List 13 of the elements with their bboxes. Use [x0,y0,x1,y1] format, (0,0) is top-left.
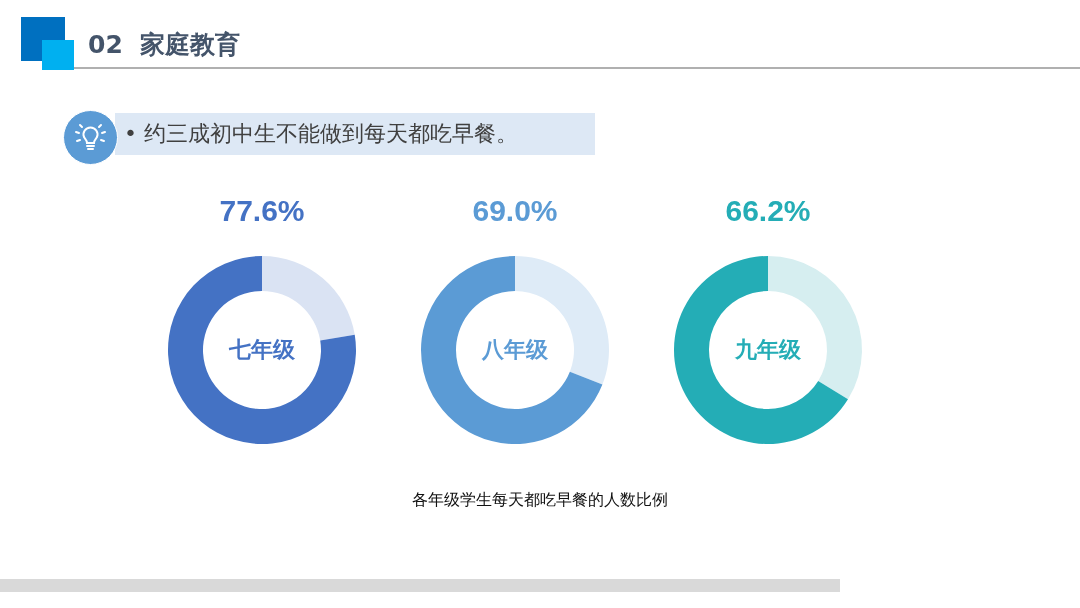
text: 各年级学生每天都吃早餐的人数比例 [411,490,669,511]
text: 02 家庭教育 [88,29,241,61]
donut-slice [262,256,355,341]
text: 七年级 [228,337,296,362]
donut-slice [674,256,848,444]
data-label: 69.0% [472,194,558,227]
donut-slice [168,256,356,444]
data-label: 66.2% [725,194,811,227]
data-label: 77.6% [219,194,305,227]
donut-slice [421,256,603,444]
text: • 约三成初中生不能做到每天都吃早餐。 [124,120,518,148]
text: 九年级 [734,337,802,362]
text: 八年级 [481,337,549,362]
